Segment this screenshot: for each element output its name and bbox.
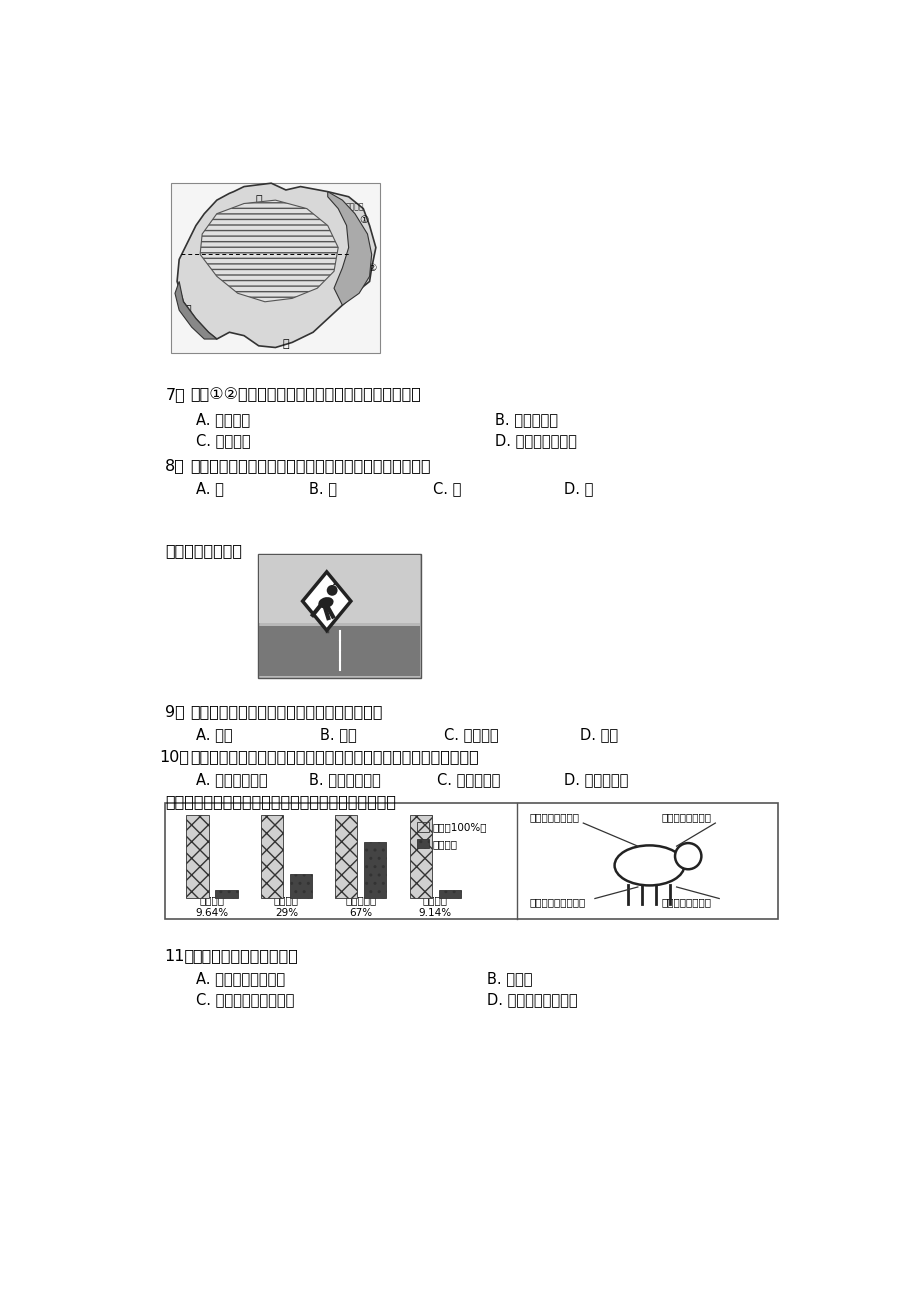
Polygon shape: [176, 184, 376, 348]
Bar: [259, 555, 420, 622]
Text: 丁: 丁: [282, 339, 289, 349]
Bar: [215, 889, 237, 898]
Text: 除路标所示动物，该国还有许多古老的物种繁衍至今，其主要原因是: 除路标所示动物，该国还有许多古老的物种繁衍至今，其主要原因是: [190, 749, 479, 764]
Bar: [335, 815, 357, 898]
Text: 9．: 9．: [165, 704, 185, 720]
Text: 羊肉产量世界第一: 羊肉产量世界第一: [661, 897, 710, 907]
Text: A. 坐在矿车上的国家: A. 坐在矿车上的国家: [196, 971, 285, 986]
Text: ②: ②: [368, 263, 377, 273]
Text: 7．: 7．: [165, 387, 185, 402]
Polygon shape: [175, 281, 217, 339]
Text: A. 美国: A. 美国: [196, 728, 233, 742]
Text: C. 位于南半球: C. 位于南半球: [437, 772, 499, 788]
Text: D. 动物进化快: D. 动物进化快: [564, 772, 629, 788]
Text: 29%: 29%: [275, 907, 298, 918]
Polygon shape: [327, 191, 371, 305]
Bar: [186, 815, 209, 898]
Bar: [438, 891, 460, 898]
Text: D. 丁: D. 丁: [564, 482, 594, 496]
Text: 图中①②气候类型呈狭长分布的主要影响因素是（）: 图中①②气候类型呈狭长分布的主要影响因素是（）: [190, 387, 421, 402]
Bar: [409, 815, 431, 898]
Text: 读图，完成下题。: 读图，完成下题。: [165, 543, 242, 557]
Text: 读澳大利亚养羊业在世界上的地位图，完成下列各题。: 读澳大利亚养羊业在世界上的地位图，完成下列各题。: [165, 794, 396, 809]
Text: 乙: 乙: [251, 253, 258, 266]
Ellipse shape: [318, 598, 334, 608]
Bar: [260, 815, 283, 898]
Text: D. 人类活动的影响: D. 人类活动的影响: [494, 434, 576, 448]
Bar: [416, 823, 428, 832]
Bar: [258, 555, 421, 677]
Ellipse shape: [614, 845, 684, 885]
Text: 绵羊头数世界第一: 绵羊头数世界第一: [528, 812, 578, 823]
Text: 大量分布有路标上所示动物（下图）的国家是: 大量分布有路标上所示动物（下图）的国家是: [190, 704, 382, 720]
Text: C. 澳大利亚: C. 澳大利亚: [444, 728, 498, 742]
Text: D. 骑在羊背上的国家: D. 骑在羊背上的国家: [486, 992, 577, 1008]
Text: A. 纬度因素: A. 纬度因素: [196, 411, 250, 427]
Text: 甲: 甲: [255, 195, 262, 206]
Bar: [171, 184, 380, 353]
Text: B. 巴西: B. 巴西: [320, 728, 357, 742]
Text: 67%: 67%: [349, 907, 372, 918]
Text: 世界（100%）: 世界（100%）: [432, 823, 486, 832]
Text: A. 甲: A. 甲: [196, 482, 224, 496]
Text: B. 火山国: B. 火山国: [486, 971, 532, 986]
Bar: [165, 803, 777, 918]
Text: 9.64%: 9.64%: [195, 907, 228, 918]
Text: 9.14%: 9.14%: [418, 907, 451, 918]
Bar: [364, 842, 386, 898]
Bar: [416, 840, 428, 849]
Circle shape: [326, 585, 337, 596]
Polygon shape: [199, 201, 338, 302]
Text: C. 丙: C. 丙: [432, 482, 460, 496]
Bar: [289, 874, 312, 898]
Text: 羊毛产量: 羊毛产量: [274, 896, 299, 905]
Text: 某农场主计划从英国引种多汁牧草，应选择的地点是（）: 某农场主计划从英国引种多汁牧草，应选择的地点是（）: [190, 458, 430, 473]
Text: 8．: 8．: [165, 458, 185, 473]
Text: C. 地形因素: C. 地形因素: [196, 434, 251, 448]
Bar: [259, 626, 420, 676]
Text: B. 气候炎热干燥: B. 气候炎热干燥: [309, 772, 380, 788]
Text: ①: ①: [359, 215, 369, 225]
Text: B. 乙: B. 乙: [309, 482, 336, 496]
Text: 丙: 丙: [184, 305, 190, 315]
Text: 羊毛出口量世界第一: 羊毛出口量世界第一: [528, 897, 584, 907]
Text: 10．: 10．: [159, 749, 189, 764]
Polygon shape: [333, 581, 337, 585]
Text: D. 法国: D. 法国: [579, 728, 618, 742]
Text: C. 欧洲的牧场和食品库: C. 欧洲的牧场和食品库: [196, 992, 294, 1008]
Polygon shape: [302, 572, 350, 630]
Text: A. 自然环境单一: A. 自然环境单一: [196, 772, 267, 788]
Text: B. 西风的影响: B. 西风的影响: [494, 411, 557, 427]
Text: 11．: 11．: [164, 948, 194, 962]
Text: 羊毛出口量: 羊毛出口量: [345, 896, 376, 905]
Text: 羊只数量: 羊只数量: [199, 896, 224, 905]
Text: 热带雨林: 热带雨林: [346, 202, 364, 211]
Text: 澳大利亚: 澳大利亚: [432, 840, 457, 849]
Text: 由图可知澳大利亚被称为: 由图可知澳大利亚被称为: [192, 948, 298, 962]
Text: 羊毛产量世界第一: 羊毛产量世界第一: [661, 812, 710, 823]
Text: 羊肉产量: 羊肉产量: [423, 896, 448, 905]
Circle shape: [675, 844, 700, 870]
